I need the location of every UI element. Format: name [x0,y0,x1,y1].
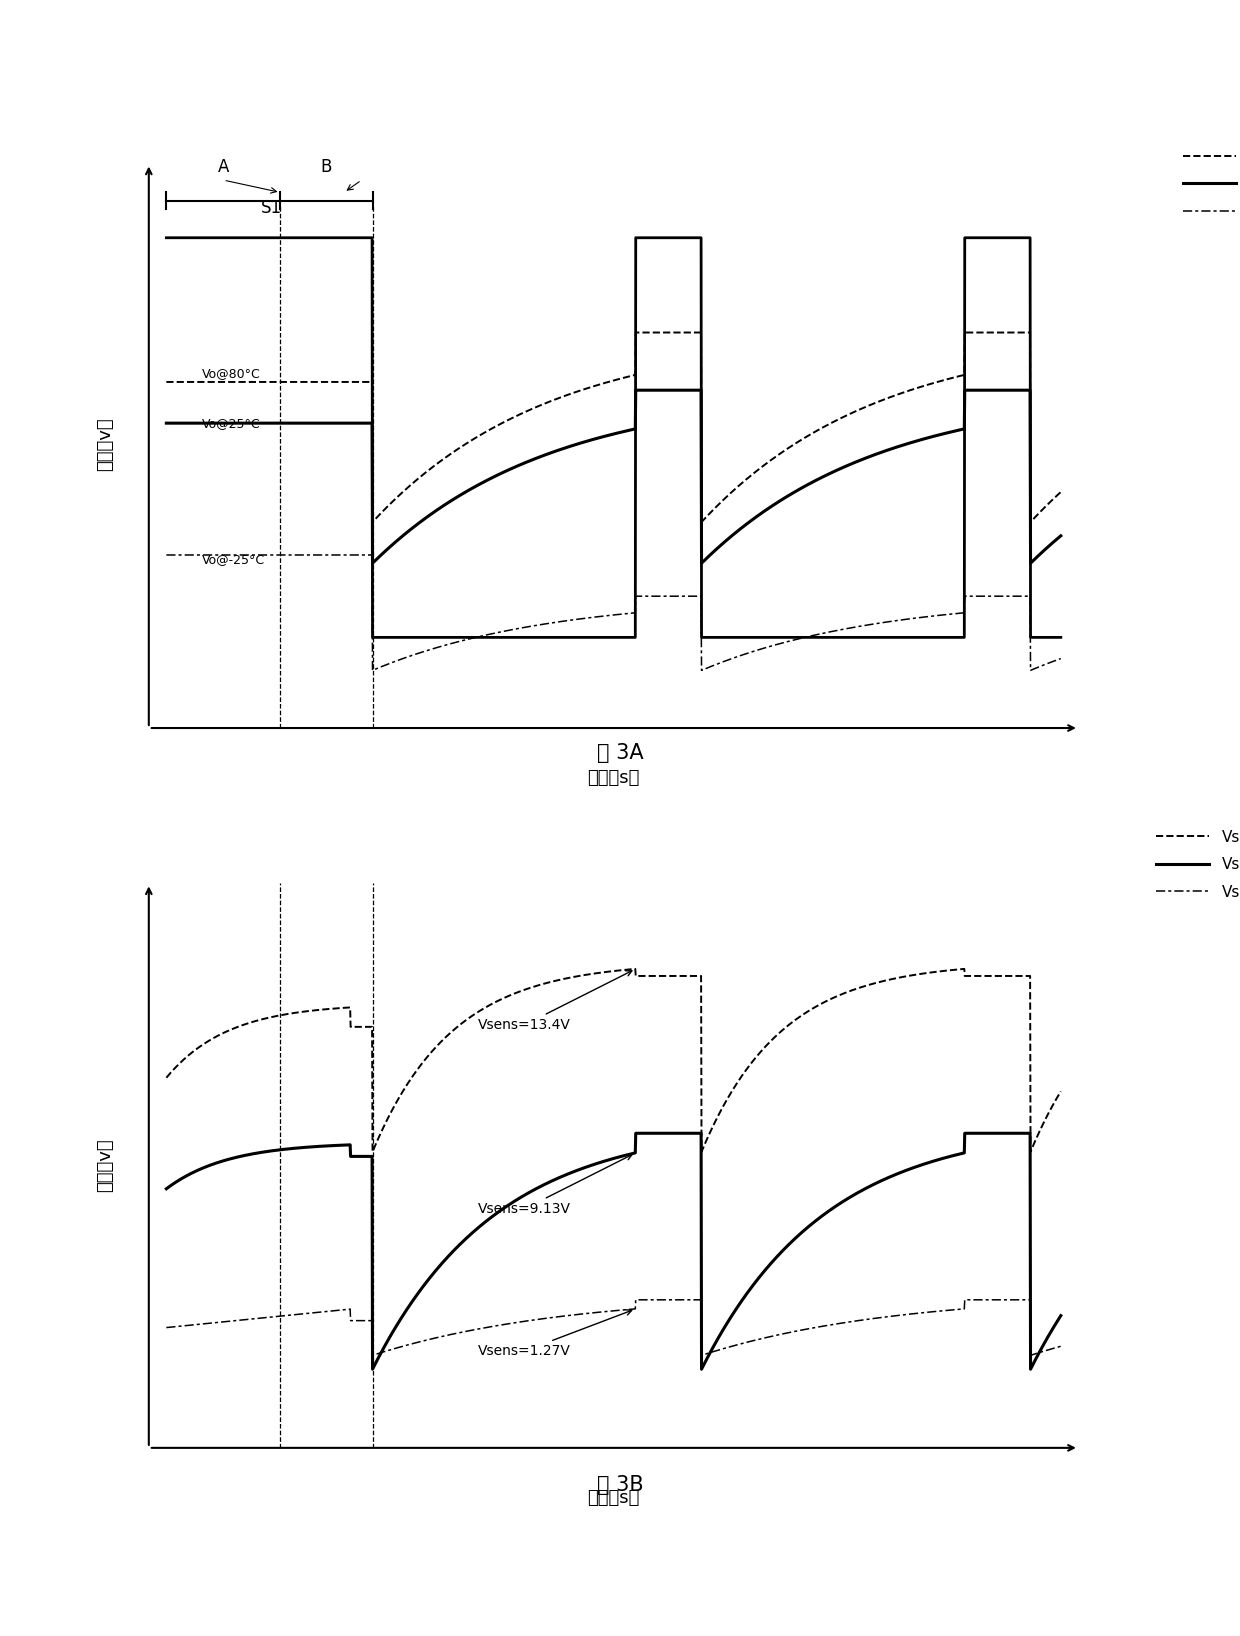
Text: 电压（v）: 电压（v） [95,1139,114,1193]
Text: 时间（s）: 时间（s） [588,769,640,787]
Text: Vsens=13.4V: Vsens=13.4V [477,970,632,1032]
Text: Vo@80°C: Vo@80°C [201,366,260,380]
Text: 时间（s）: 时间（s） [588,1489,640,1507]
Text: 图 3A: 图 3A [596,743,644,762]
Text: Vo@25°C: Vo@25°C [201,417,260,430]
Text: S1: S1 [262,200,283,218]
Text: A: A [218,159,229,177]
Text: Vo@-25°C: Vo@-25°C [201,553,264,566]
Text: Vsens=9.13V: Vsens=9.13V [477,1155,632,1216]
Text: B: B [321,159,332,177]
Legend: Vo@80°C, Vo@25°C, Vo@-25°C: Vo@80°C, Vo@25°C, Vo@-25°C [1177,142,1240,226]
Text: 图 3B: 图 3B [596,1476,644,1495]
Text: 电压（v）: 电压（v） [95,417,114,471]
Text: Vsens=1.27V: Vsens=1.27V [477,1310,631,1358]
Legend: Vsens@80°C, Vsens@25°C, Vsens@-25°C: Vsens@80°C, Vsens@25°C, Vsens@-25°C [1149,823,1240,906]
